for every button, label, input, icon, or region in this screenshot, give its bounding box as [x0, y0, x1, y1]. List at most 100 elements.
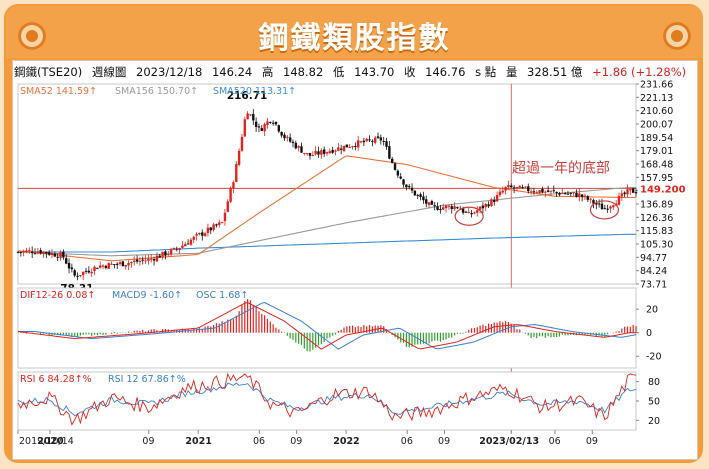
candle-body — [209, 227, 212, 231]
candle-body — [291, 141, 295, 143]
candle-body — [317, 151, 320, 155]
candle-body — [229, 187, 232, 202]
price-y-tick-label: 210.60 — [640, 106, 673, 117]
candle-body — [379, 137, 383, 141]
candle-body — [254, 121, 258, 127]
bottom-annotation: 超過一年的底部 — [512, 160, 610, 176]
candle-body — [391, 158, 394, 163]
candle-body — [337, 147, 340, 151]
candle-body — [232, 182, 235, 189]
candle-body — [399, 176, 402, 179]
candle-body — [362, 140, 366, 143]
candle-body — [167, 253, 170, 255]
candle-body — [549, 190, 553, 192]
candle-body — [501, 190, 504, 193]
candle-body — [16, 251, 20, 253]
candle-body — [113, 264, 116, 266]
candle-body — [512, 187, 516, 189]
candle-body — [64, 258, 68, 264]
candle-body — [456, 207, 459, 209]
candle-body — [124, 265, 127, 267]
candle-body — [47, 252, 51, 255]
max-price-label: 216.71 — [227, 90, 268, 102]
candle-body — [351, 146, 354, 148]
price-y-tick-label: 231.66 — [640, 80, 673, 91]
candle-body — [436, 206, 439, 210]
x-tick-label: 06 — [401, 436, 413, 447]
candle-body — [359, 141, 363, 143]
candle-body — [223, 212, 227, 222]
rsi6-line — [17, 372, 637, 426]
candle-body — [226, 201, 229, 212]
candle-body — [50, 253, 54, 255]
candle-body — [413, 190, 417, 196]
price-panel-frame — [17, 83, 637, 285]
candle-body — [606, 208, 609, 210]
x-tick-label: 09 — [290, 436, 302, 447]
candle-body — [235, 163, 238, 182]
candle-body — [558, 192, 561, 195]
candle-body — [243, 119, 246, 137]
dif-line — [17, 301, 636, 350]
candle-body — [76, 275, 79, 277]
candle-body — [578, 193, 581, 197]
circle-marker-1 — [454, 206, 484, 226]
candle-body — [444, 205, 448, 209]
candle-body — [303, 152, 306, 154]
x-tick-label: 06 — [253, 436, 265, 447]
candle-body — [67, 262, 71, 269]
x-tick-label: 09 — [586, 436, 598, 447]
candle-body — [135, 259, 139, 262]
change-value: +1.86 (+1.28%) — [592, 65, 687, 79]
x-tick-label: 09 — [438, 436, 450, 447]
price-y-tick-label: 221.13 — [640, 93, 673, 104]
candle-body — [178, 248, 181, 251]
candle-body — [408, 186, 411, 188]
candle-body — [152, 259, 156, 261]
sma520-line — [18, 233, 636, 253]
macd-panel-frame — [17, 287, 637, 369]
candle-body — [487, 204, 490, 207]
candle-body — [56, 256, 59, 258]
candle-body — [189, 239, 193, 245]
candle-body — [19, 252, 23, 254]
candle-body — [586, 196, 590, 200]
candle-body — [427, 202, 431, 205]
candle-body — [269, 122, 272, 124]
candle-body — [300, 146, 303, 153]
x-tick-label: 2021 — [185, 436, 211, 447]
symbol-label: 鋼鐵(TSE20) — [14, 65, 83, 79]
candle-body — [376, 136, 380, 138]
candle-body — [331, 149, 334, 153]
candle-body — [356, 140, 360, 148]
rsi-y-tick-label: 80 — [648, 377, 660, 388]
candle-body — [620, 193, 624, 197]
candle-body — [215, 224, 218, 226]
candle-body — [382, 141, 385, 143]
candle-body — [495, 195, 499, 202]
candle-body — [212, 224, 215, 231]
candle-body — [181, 245, 184, 248]
candle-body — [79, 275, 82, 277]
candle-body — [631, 188, 635, 193]
candle-body — [546, 190, 550, 192]
candle-body — [634, 192, 638, 194]
candle-body — [28, 250, 31, 252]
candle-body — [566, 193, 570, 195]
candle-body — [90, 271, 93, 274]
candle-body — [82, 271, 85, 276]
candle-body — [478, 206, 482, 210]
candle-body — [288, 137, 292, 142]
candle-body — [507, 184, 510, 188]
candle-body — [433, 205, 436, 207]
candle-body — [169, 249, 173, 255]
candle-body — [348, 147, 351, 149]
candle-body — [544, 191, 547, 193]
legend-dif1226: DIF12-26 0.08↑ — [20, 290, 95, 301]
candle-body — [345, 144, 349, 148]
candle-body — [600, 203, 604, 210]
candle-body — [36, 251, 40, 254]
legend-macd9: MACD9 -1.60↑ — [112, 290, 182, 301]
candle-body — [104, 265, 108, 268]
candle-body — [583, 195, 587, 197]
